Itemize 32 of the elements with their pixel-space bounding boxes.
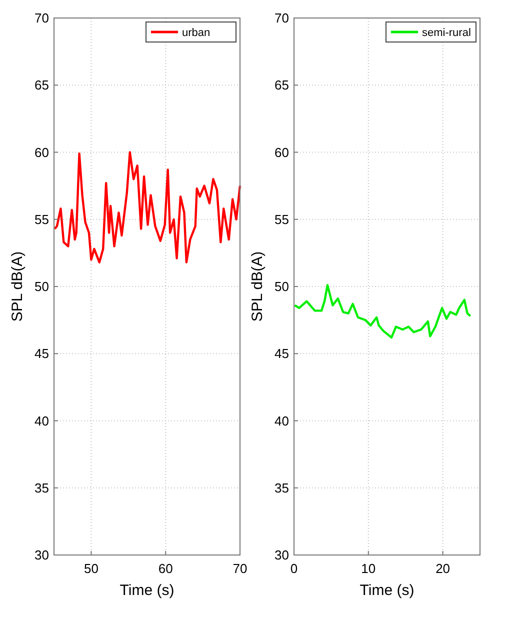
x-tick-label: 70 bbox=[232, 561, 248, 576]
y-tick-label: 30 bbox=[274, 548, 289, 563]
x-tick-label: 50 bbox=[84, 561, 98, 576]
y-tick-label: 70 bbox=[274, 10, 289, 26]
y-tick-label: 50 bbox=[274, 279, 289, 294]
y-tick-label: 60 bbox=[34, 144, 49, 160]
x-tick-label: 60 bbox=[158, 561, 173, 576]
x-tick-label: 10 bbox=[361, 561, 376, 576]
x-tick-label: 0 bbox=[290, 561, 298, 576]
y-axis-title: SPL dB(A) bbox=[249, 251, 266, 322]
y-tick-label: 65 bbox=[274, 78, 289, 93]
y-axis-title: SPL dB(A) bbox=[9, 251, 26, 322]
line-series bbox=[294, 284, 472, 339]
y-tick-label: 65 bbox=[34, 78, 49, 93]
line-series bbox=[54, 151, 242, 264]
y-tick-label: 35 bbox=[34, 480, 49, 496]
x-axis-title: Time (s) bbox=[360, 582, 414, 599]
y-tick-label: 30 bbox=[34, 548, 49, 563]
x-axis-title: Time (s) bbox=[120, 582, 174, 599]
y-tick-label: 70 bbox=[34, 10, 49, 26]
y-tick-label: 40 bbox=[274, 413, 289, 428]
y-tick-label: 40 bbox=[34, 413, 49, 428]
y-tick-label: 35 bbox=[274, 480, 289, 496]
y-tick-label: 45 bbox=[274, 346, 289, 362]
y-tick-label: 45 bbox=[34, 346, 49, 362]
x-tick-label: 20 bbox=[436, 561, 450, 576]
y-tick-label: 60 bbox=[274, 144, 289, 160]
y-tick-label: 55 bbox=[34, 212, 49, 227]
legend-label: semi-rural bbox=[422, 26, 471, 39]
y-tick-label: 55 bbox=[274, 212, 289, 227]
legend-label: urban bbox=[182, 26, 210, 39]
y-tick-label: 50 bbox=[34, 279, 49, 294]
